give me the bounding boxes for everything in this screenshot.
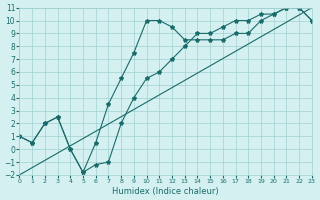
X-axis label: Humidex (Indice chaleur): Humidex (Indice chaleur) <box>112 187 219 196</box>
